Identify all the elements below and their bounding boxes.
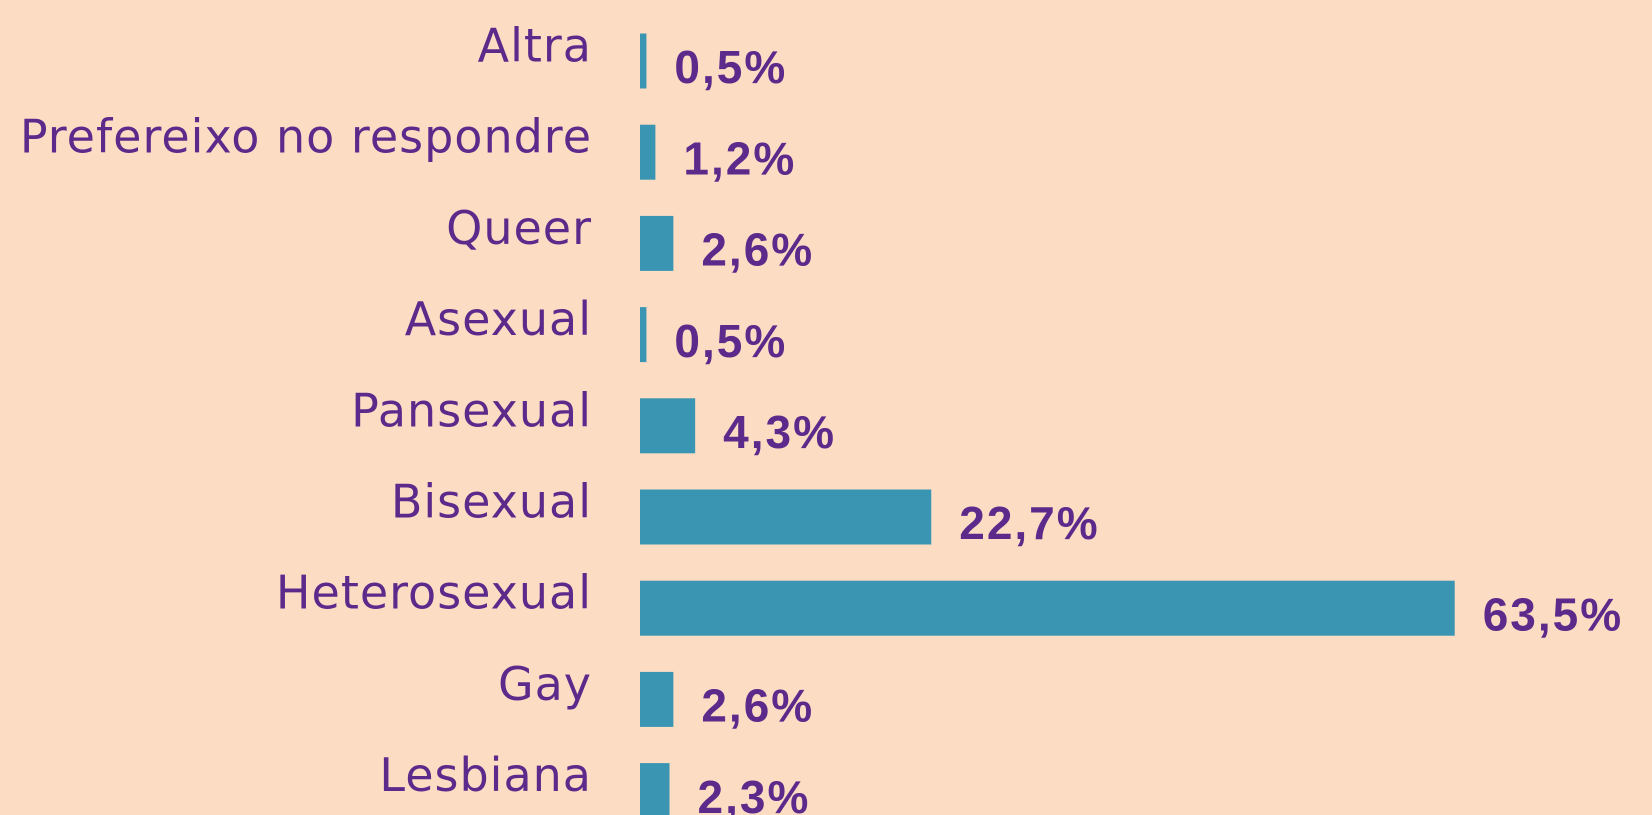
bar xyxy=(640,124,656,180)
value-label: 2,3% xyxy=(698,771,811,815)
category-label: Altra xyxy=(478,19,592,73)
value-label: 0,5% xyxy=(674,315,787,367)
category-label: Asexual xyxy=(405,292,592,346)
category-label: Queer xyxy=(446,201,592,255)
category-label: Gay xyxy=(498,657,592,711)
bar xyxy=(640,489,932,545)
category-label: Heterosexual xyxy=(276,566,592,620)
value-label: 2,6% xyxy=(701,224,814,276)
value-label: 0,5% xyxy=(674,41,787,93)
value-label: 22,7% xyxy=(959,497,1099,549)
bar xyxy=(640,307,647,363)
value-label: 2,6% xyxy=(701,680,814,732)
bar xyxy=(640,580,1455,636)
category-label: Lesbiana xyxy=(379,748,592,802)
bar xyxy=(640,671,674,727)
bar xyxy=(640,215,674,271)
value-label: 1,2% xyxy=(683,132,796,184)
bar xyxy=(640,398,696,454)
category-label: Pansexual xyxy=(351,383,592,437)
value-label: 4,3% xyxy=(723,406,836,458)
bar xyxy=(640,33,647,89)
category-label: Bisexual xyxy=(391,475,592,529)
category-label: Prefereixo no respondre xyxy=(20,110,592,164)
bar xyxy=(640,763,670,815)
value-label: 63,5% xyxy=(1483,588,1623,640)
